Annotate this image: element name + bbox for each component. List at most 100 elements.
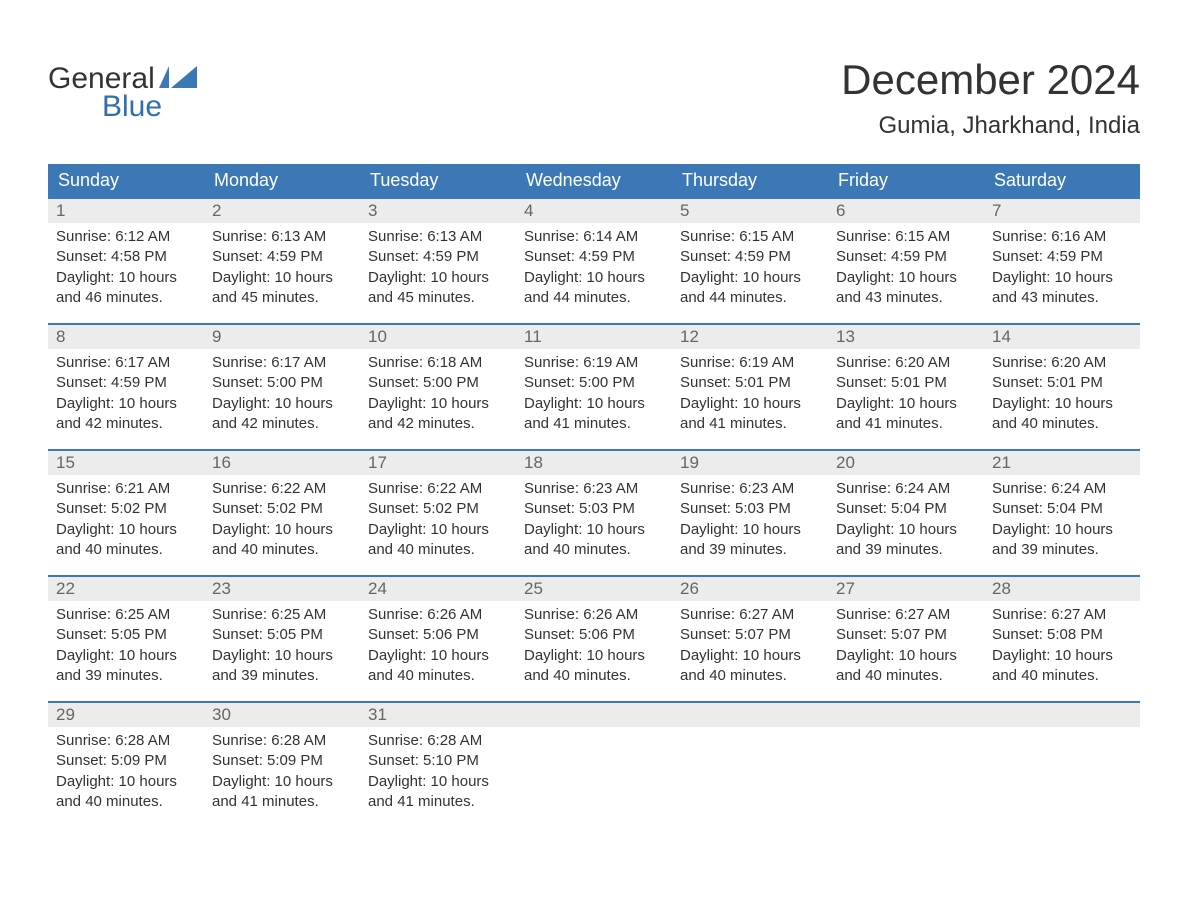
day-cell: 29Sunrise: 6:28 AMSunset: 5:09 PMDayligh… [48,702,204,828]
daylight-line2: and 40 minutes. [836,666,976,686]
col-monday: Monday [204,164,360,198]
daylight-line2: and 43 minutes. [836,288,976,308]
day-number: 4 [516,199,672,223]
sunrise-text: Sunrise: 6:25 AM [56,605,196,625]
daylight-line1: Daylight: 10 hours [56,268,196,288]
sunset-text: Sunset: 4:59 PM [992,247,1132,267]
sunset-text: Sunset: 5:04 PM [836,499,976,519]
sunset-text: Sunset: 4:59 PM [524,247,664,267]
day-body: Sunrise: 6:15 AMSunset: 4:59 PMDaylight:… [828,223,984,316]
day-body: Sunrise: 6:22 AMSunset: 5:02 PMDaylight:… [204,475,360,568]
daylight-line2: and 40 minutes. [680,666,820,686]
sunset-text: Sunset: 4:58 PM [56,247,196,267]
week-row: 15Sunrise: 6:21 AMSunset: 5:02 PMDayligh… [48,450,1140,576]
day-cell [828,702,984,828]
day-number [828,703,984,727]
day-body: Sunrise: 6:27 AMSunset: 5:08 PMDaylight:… [984,601,1140,694]
sunset-text: Sunset: 4:59 PM [368,247,508,267]
day-body: Sunrise: 6:25 AMSunset: 5:05 PMDaylight:… [48,601,204,694]
day-number: 28 [984,577,1140,601]
day-number: 15 [48,451,204,475]
daylight-line1: Daylight: 10 hours [992,520,1132,540]
day-number: 5 [672,199,828,223]
sunrise-text: Sunrise: 6:26 AM [524,605,664,625]
day-body: Sunrise: 6:19 AMSunset: 5:00 PMDaylight:… [516,349,672,442]
day-cell: 10Sunrise: 6:18 AMSunset: 5:00 PMDayligh… [360,324,516,450]
daylight-line1: Daylight: 10 hours [368,772,508,792]
col-wednesday: Wednesday [516,164,672,198]
day-cell: 2Sunrise: 6:13 AMSunset: 4:59 PMDaylight… [204,198,360,324]
daylight-line2: and 40 minutes. [56,792,196,812]
daylight-line2: and 40 minutes. [56,540,196,560]
sunset-text: Sunset: 5:09 PM [56,751,196,771]
sunrise-text: Sunrise: 6:13 AM [212,227,352,247]
day-cell: 13Sunrise: 6:20 AMSunset: 5:01 PMDayligh… [828,324,984,450]
day-number: 12 [672,325,828,349]
sunrise-text: Sunrise: 6:24 AM [836,479,976,499]
sunset-text: Sunset: 4:59 PM [56,373,196,393]
daylight-line1: Daylight: 10 hours [212,394,352,414]
day-body: Sunrise: 6:12 AMSunset: 4:58 PMDaylight:… [48,223,204,316]
day-cell: 19Sunrise: 6:23 AMSunset: 5:03 PMDayligh… [672,450,828,576]
day-cell: 31Sunrise: 6:28 AMSunset: 5:10 PMDayligh… [360,702,516,828]
day-cell: 5Sunrise: 6:15 AMSunset: 4:59 PMDaylight… [672,198,828,324]
top-bar: General Blue December 2024 Gumia, Jharkh… [48,48,1140,144]
day-number: 11 [516,325,672,349]
sunset-text: Sunset: 5:10 PM [368,751,508,771]
daylight-line1: Daylight: 10 hours [524,268,664,288]
col-thursday: Thursday [672,164,828,198]
daylight-line2: and 40 minutes. [524,540,664,560]
sunset-text: Sunset: 5:02 PM [212,499,352,519]
sunrise-text: Sunrise: 6:13 AM [368,227,508,247]
daylight-line2: and 46 minutes. [56,288,196,308]
day-number: 20 [828,451,984,475]
day-body: Sunrise: 6:28 AMSunset: 5:09 PMDaylight:… [204,727,360,820]
daylight-line1: Daylight: 10 hours [56,520,196,540]
sunset-text: Sunset: 5:04 PM [992,499,1132,519]
day-cell: 25Sunrise: 6:26 AMSunset: 5:06 PMDayligh… [516,576,672,702]
daylight-line2: and 40 minutes. [992,414,1132,434]
day-cell: 23Sunrise: 6:25 AMSunset: 5:05 PMDayligh… [204,576,360,702]
sunset-text: Sunset: 5:06 PM [524,625,664,645]
daylight-line2: and 40 minutes. [992,666,1132,686]
day-cell [672,702,828,828]
sunrise-text: Sunrise: 6:28 AM [56,731,196,751]
day-body: Sunrise: 6:20 AMSunset: 5:01 PMDaylight:… [828,349,984,442]
day-number: 17 [360,451,516,475]
day-body: Sunrise: 6:16 AMSunset: 4:59 PMDaylight:… [984,223,1140,316]
daylight-line1: Daylight: 10 hours [212,268,352,288]
day-body: Sunrise: 6:27 AMSunset: 5:07 PMDaylight:… [672,601,828,694]
col-saturday: Saturday [984,164,1140,198]
daylight-line1: Daylight: 10 hours [836,520,976,540]
sunset-text: Sunset: 5:09 PM [212,751,352,771]
day-number: 14 [984,325,1140,349]
day-body: Sunrise: 6:23 AMSunset: 5:03 PMDaylight:… [672,475,828,568]
daylight-line1: Daylight: 10 hours [836,268,976,288]
col-tuesday: Tuesday [360,164,516,198]
location-subtitle: Gumia, Jharkhand, India [841,112,1140,140]
daylight-line1: Daylight: 10 hours [212,646,352,666]
day-body: Sunrise: 6:23 AMSunset: 5:03 PMDaylight:… [516,475,672,568]
daylight-line2: and 44 minutes. [524,288,664,308]
sunrise-text: Sunrise: 6:28 AM [212,731,352,751]
sunset-text: Sunset: 5:00 PM [524,373,664,393]
flag-icon [159,64,197,94]
day-cell: 9Sunrise: 6:17 AMSunset: 5:00 PMDaylight… [204,324,360,450]
daylight-line1: Daylight: 10 hours [680,268,820,288]
day-number: 30 [204,703,360,727]
sunset-text: Sunset: 5:02 PM [56,499,196,519]
daylight-line1: Daylight: 10 hours [368,268,508,288]
sunset-text: Sunset: 4:59 PM [212,247,352,267]
daylight-line2: and 39 minutes. [680,540,820,560]
daylight-line1: Daylight: 10 hours [680,394,820,414]
sunrise-text: Sunrise: 6:18 AM [368,353,508,373]
sunrise-text: Sunrise: 6:25 AM [212,605,352,625]
daylight-line2: and 42 minutes. [368,414,508,434]
day-number: 16 [204,451,360,475]
daylight-line1: Daylight: 10 hours [524,394,664,414]
sunrise-text: Sunrise: 6:23 AM [680,479,820,499]
calendar-table: Sunday Monday Tuesday Wednesday Thursday… [48,164,1140,828]
daylight-line1: Daylight: 10 hours [992,646,1132,666]
day-body: Sunrise: 6:24 AMSunset: 5:04 PMDaylight:… [984,475,1140,568]
daylight-line2: and 41 minutes. [836,414,976,434]
